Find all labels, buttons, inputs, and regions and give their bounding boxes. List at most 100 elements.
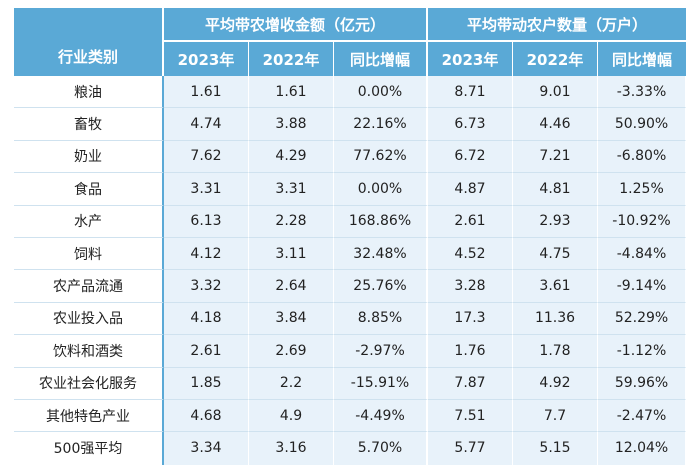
cell-a2022: 3.31 [249, 173, 334, 206]
cell-b2022: 4.75 [513, 237, 598, 271]
cell-b2023: 3.28 [428, 270, 513, 303]
cell-a2023: 4.68 [164, 399, 249, 433]
table-body: 粮油 1.61 1.61 0.00% 8.71 9.01 -3.33% 畜牧 4… [14, 76, 687, 465]
cell-a2022: 2.2 [249, 367, 334, 400]
cell-b2022: 7.7 [513, 399, 598, 433]
cell-a2023: 3.32 [164, 270, 249, 303]
col-header-a2022: 2022年 [249, 42, 334, 76]
row-category: 粮油 [14, 76, 164, 109]
col-header-byoy: 同比增幅 [598, 42, 687, 76]
cell-b2023: 2.61 [428, 205, 513, 238]
cell-ayoy: 0.00% [334, 173, 428, 206]
cell-b2023: 6.72 [428, 140, 513, 174]
row-category: 饮料和酒类 [14, 335, 164, 368]
cell-ayoy: 22.16% [334, 108, 428, 141]
col-header-ayoy: 同比增幅 [334, 42, 428, 76]
table-row: 饲料 4.12 3.11 32.48% 4.52 4.75 -4.84% [14, 237, 687, 271]
cell-a2022: 3.84 [249, 302, 334, 336]
cell-b2022: 4.46 [513, 108, 598, 141]
cell-b2023: 4.52 [428, 237, 513, 271]
cell-b2022: 2.93 [513, 205, 598, 238]
cell-ayoy: -15.91% [334, 367, 428, 400]
cell-a2022: 2.28 [249, 205, 334, 238]
cell-ayoy: 77.62% [334, 140, 428, 174]
table-row: 食品 3.31 3.31 0.00% 4.87 4.81 1.25% [14, 173, 687, 206]
category-header: 行业类别 [14, 8, 164, 76]
row-category: 畜牧 [14, 108, 164, 141]
row-category: 其他特色产业 [14, 399, 164, 433]
cell-a2023: 4.74 [164, 108, 249, 141]
table-row: 粮油 1.61 1.61 0.00% 8.71 9.01 -3.33% [14, 76, 687, 109]
cell-a2023: 4.18 [164, 302, 249, 336]
group1-header: 平均带农增收金额（亿元） [164, 8, 428, 42]
cell-a2023: 6.13 [164, 205, 249, 238]
cell-a2022: 2.64 [249, 270, 334, 303]
cell-byoy: -6.80% [598, 140, 687, 174]
cell-byoy: 52.29% [598, 302, 687, 336]
data-table: 行业类别 平均带农增收金额（亿元） 平均带动农户数量（万户） 2023年 202… [14, 8, 687, 465]
row-category: 饲料 [14, 237, 164, 271]
row-category: 奶业 [14, 140, 164, 174]
row-category: 食品 [14, 173, 164, 206]
cell-byoy: 1.25% [598, 173, 687, 206]
cell-a2022: 3.16 [249, 432, 334, 465]
cell-a2022: 4.9 [249, 399, 334, 433]
cell-b2023: 17.3 [428, 302, 513, 336]
cell-byoy: -9.14% [598, 270, 687, 303]
cell-byoy: -2.47% [598, 399, 687, 433]
cell-byoy: -1.12% [598, 335, 687, 368]
cell-b2023: 8.71 [428, 76, 513, 109]
cell-a2023: 2.61 [164, 335, 249, 368]
cell-ayoy: 5.70% [334, 432, 428, 465]
table-row: 水产 6.13 2.28 168.86% 2.61 2.93 -10.92% [14, 205, 687, 238]
cell-b2023: 1.76 [428, 335, 513, 368]
cell-a2022: 4.29 [249, 140, 334, 174]
cell-ayoy: 25.76% [334, 270, 428, 303]
cell-byoy: -3.33% [598, 76, 687, 109]
cell-a2022: 2.69 [249, 335, 334, 368]
cell-a2022: 3.11 [249, 237, 334, 271]
cell-a2023: 3.34 [164, 432, 249, 465]
table-row: 500强平均 3.34 3.16 5.70% 5.77 5.15 12.04% [14, 432, 687, 465]
row-category: 水产 [14, 205, 164, 238]
cell-b2022: 1.78 [513, 335, 598, 368]
cell-a2023: 1.61 [164, 76, 249, 109]
row-category: 农业投入品 [14, 302, 164, 336]
cell-byoy: 50.90% [598, 108, 687, 141]
cell-b2022: 11.36 [513, 302, 598, 336]
cell-b2023: 5.77 [428, 432, 513, 465]
category-header-label: 行业类别 [57, 47, 118, 66]
cell-b2022: 7.21 [513, 140, 598, 174]
cell-ayoy: 32.48% [334, 237, 428, 271]
cell-a2023: 3.31 [164, 173, 249, 206]
cell-ayoy: 0.00% [334, 76, 428, 109]
cell-a2022: 3.88 [249, 108, 334, 141]
cell-b2022: 4.81 [513, 173, 598, 206]
col-header-a2023: 2023年 [164, 42, 249, 76]
table-row: 畜牧 4.74 3.88 22.16% 6.73 4.46 50.90% [14, 108, 687, 141]
header-row-1: 行业类别 平均带农增收金额（亿元） 平均带动农户数量（万户） [14, 8, 687, 76]
cell-ayoy: -2.97% [334, 335, 428, 368]
cell-byoy: -4.84% [598, 237, 687, 271]
cell-b2022: 9.01 [513, 76, 598, 109]
cell-b2022: 4.92 [513, 367, 598, 400]
cell-a2023: 4.12 [164, 237, 249, 271]
row-category: 农业社会化服务 [14, 367, 164, 400]
table-row: 饮料和酒类 2.61 2.69 -2.97% 1.76 1.78 -1.12% [14, 335, 687, 368]
cell-byoy: 12.04% [598, 432, 687, 465]
cell-b2023: 6.73 [428, 108, 513, 141]
table-row: 农业投入品 4.18 3.84 8.85% 17.3 11.36 52.29% [14, 302, 687, 336]
cell-byoy: 59.96% [598, 367, 687, 400]
cell-a2022: 1.61 [249, 76, 334, 109]
cell-b2023: 7.87 [428, 367, 513, 400]
cell-b2022: 5.15 [513, 432, 598, 465]
table-row: 奶业 7.62 4.29 77.62% 6.72 7.21 -6.80% [14, 140, 687, 174]
cell-byoy: -10.92% [598, 205, 687, 238]
table-row: 农业社会化服务 1.85 2.2 -15.91% 7.87 4.92 59.96… [14, 367, 687, 400]
cell-b2023: 7.51 [428, 399, 513, 433]
table-row: 农产品流通 3.32 2.64 25.76% 3.28 3.61 -9.14% [14, 270, 687, 303]
cell-a2023: 1.85 [164, 367, 249, 400]
cell-b2023: 4.87 [428, 173, 513, 206]
col-header-b2023: 2023年 [428, 42, 513, 76]
